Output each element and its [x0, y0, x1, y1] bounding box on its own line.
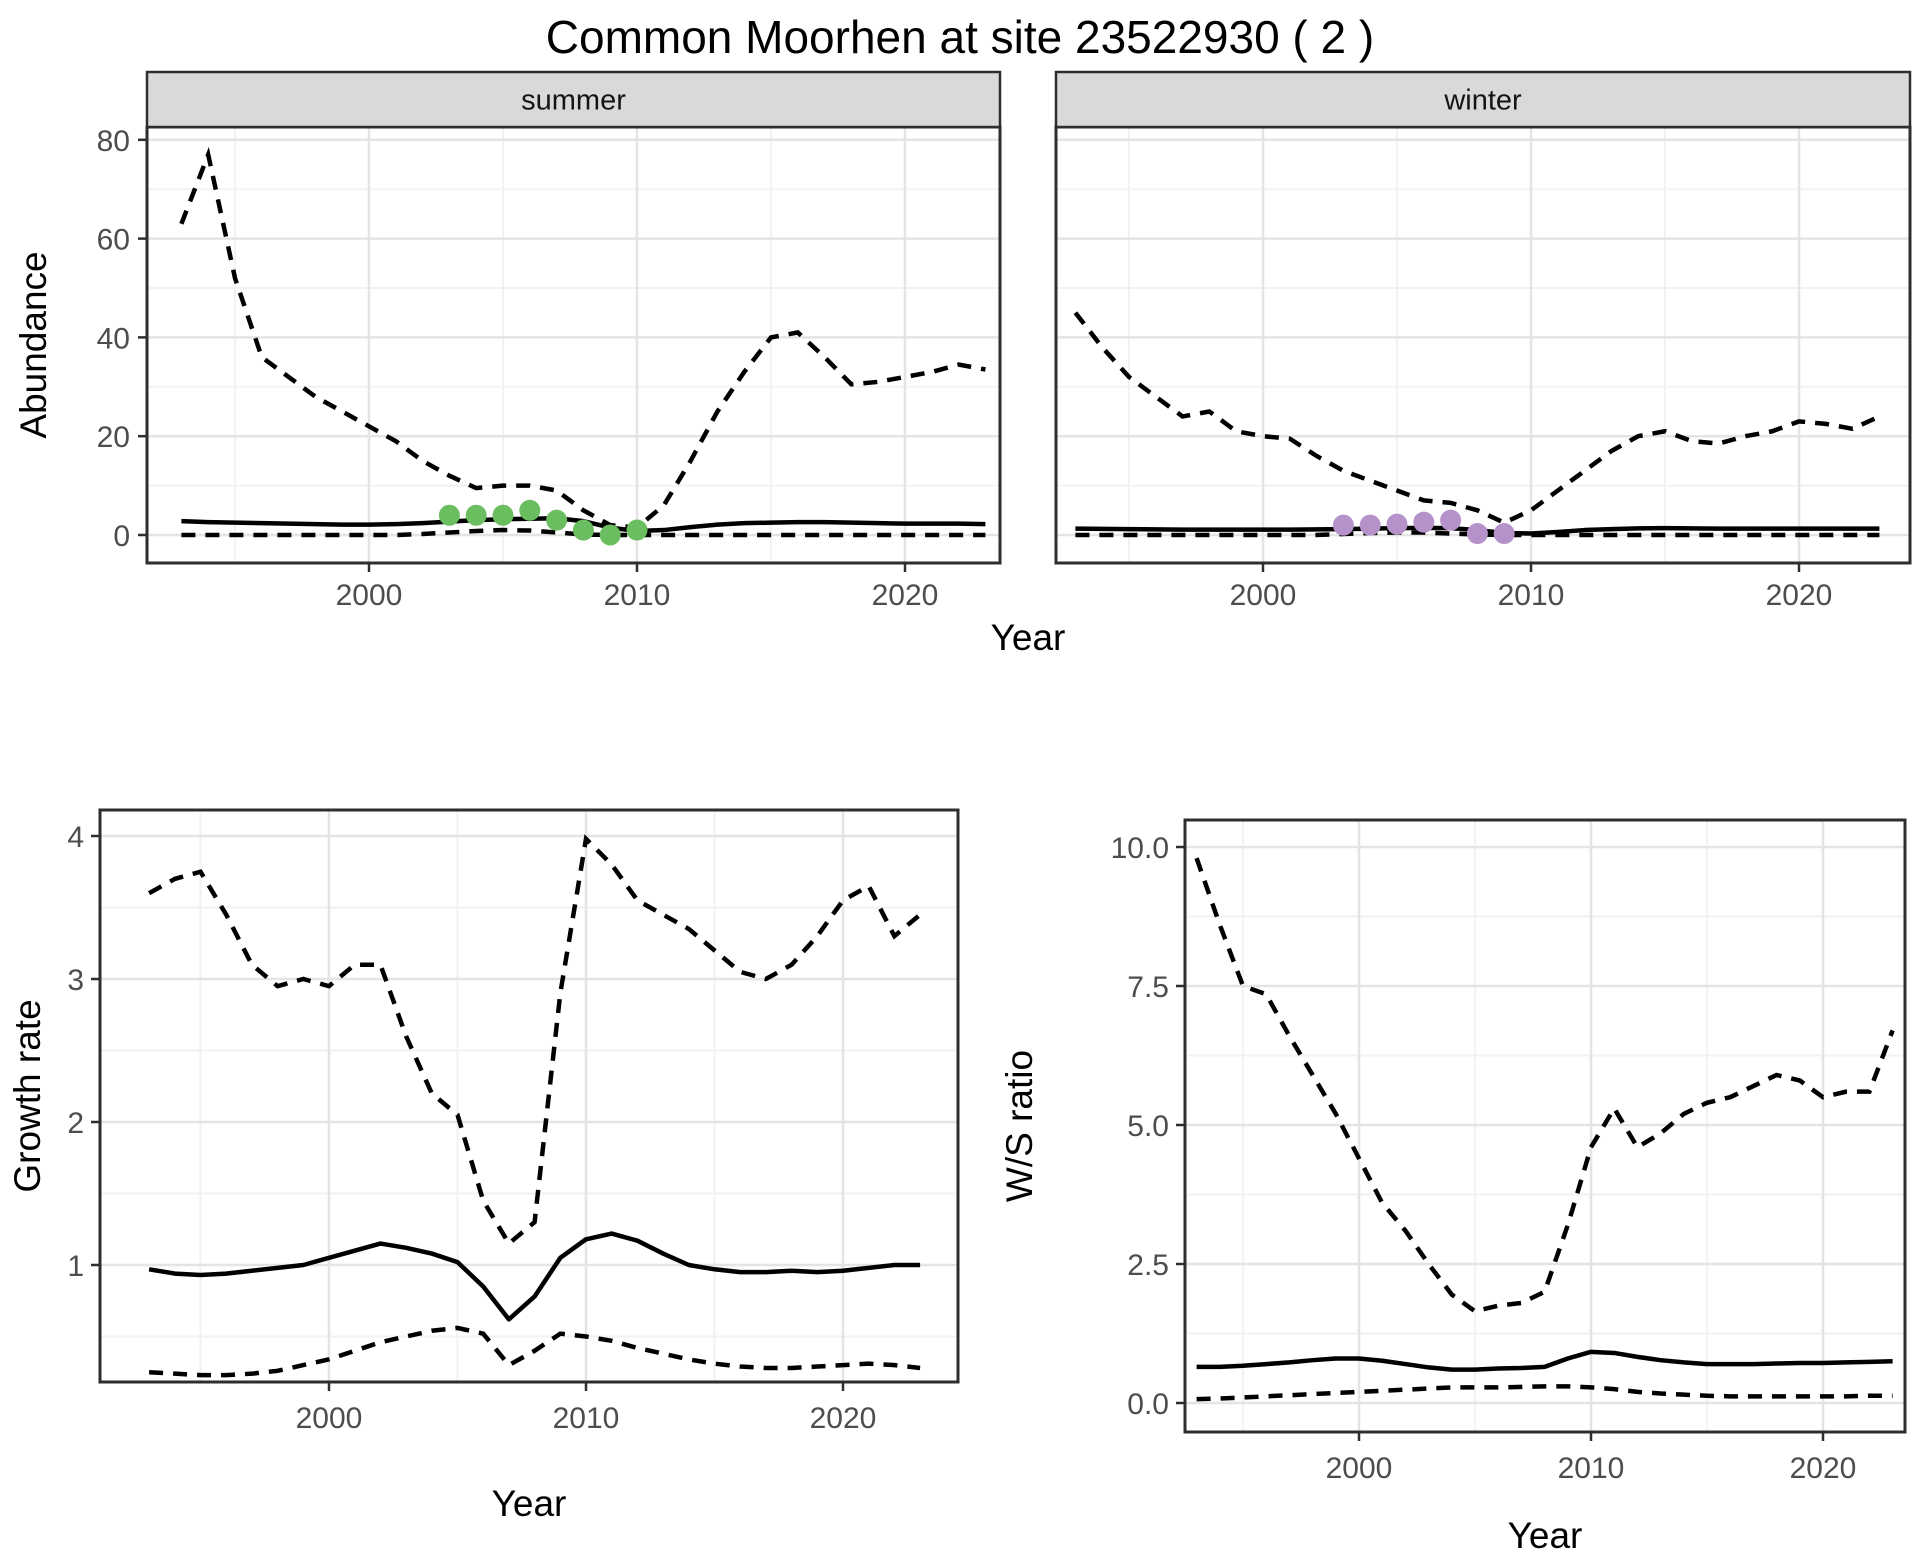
- x-tick-label: 2000: [336, 579, 403, 612]
- upper-95ci-line: [1194, 857, 1895, 1314]
- observed-data-point: [1413, 511, 1435, 533]
- facet-strip-label: winter: [1443, 85, 1522, 117]
- observed-data-point: [438, 504, 460, 526]
- year-axis-title-bottom-right: Year: [1508, 1515, 1583, 1556]
- observed-data-point: [599, 524, 621, 546]
- panel-border: [145, 125, 1002, 565]
- x-tick-label: 2010: [553, 1402, 620, 1435]
- upper-95ci-line: [179, 146, 986, 530]
- facet-strip-label: summer: [521, 85, 626, 117]
- panel-border: [98, 808, 960, 1384]
- x-tick-label: 2010: [1558, 1452, 1625, 1485]
- lower-95ci-line: [148, 1325, 921, 1378]
- year-axis-title-bottom-left: Year: [492, 1483, 567, 1524]
- observed-data-point: [1332, 514, 1354, 536]
- lower-95ci-line: [181, 527, 986, 538]
- upper-95ci-line: [1073, 311, 1881, 526]
- year-axis-title-top: Year: [991, 617, 1066, 658]
- y-tick-label: 60: [97, 224, 130, 257]
- observed-data-point: [1466, 523, 1488, 545]
- x-tick-label: 2020: [872, 579, 939, 612]
- lower-95ci-line: [1075, 530, 1880, 538]
- lower-95ci-line: [1196, 1384, 1893, 1402]
- x-tick-label: 2000: [1326, 1452, 1393, 1485]
- observed-data-point: [465, 504, 487, 526]
- y-tick-label: 80: [97, 125, 130, 158]
- observed-data-point: [492, 504, 514, 526]
- y-tick-label: 40: [97, 322, 130, 355]
- y-tick-label: 20: [97, 421, 130, 454]
- ws-ratio-axis-title: W/S ratio: [999, 1050, 1040, 1202]
- x-tick-label: 2020: [810, 1402, 877, 1435]
- y-tick-label: 4: [67, 821, 84, 854]
- chart-title: Common Moorhen at site 23522930 ( 2 ): [545, 11, 1375, 63]
- observed-data-point: [1359, 514, 1381, 536]
- ws-ratio-panel: 2000 2010 2020 0.0 2.5 5.0 7.5 10.0: [1111, 818, 1907, 1485]
- y-tick-label: 0: [113, 520, 130, 553]
- observed-data-point: [546, 509, 568, 531]
- summer-abundance-panel: summer 2000 2010 2020 0 20 40 60 80: [97, 70, 1002, 612]
- y-tick-label: 3: [67, 964, 84, 997]
- facet-strip: [145, 70, 1002, 129]
- y-tick-label: 2.5: [1127, 1249, 1169, 1282]
- y-tick-label: 10.0: [1111, 832, 1169, 865]
- observed-data-point: [1386, 513, 1408, 535]
- observed-data-point: [626, 519, 648, 541]
- observed-data-point: [572, 519, 594, 541]
- median-line: [1196, 1349, 1893, 1372]
- x-tick-label: 2000: [1230, 579, 1297, 612]
- winter-abundance-panel: winter 2000 2010 2020: [1054, 70, 1912, 612]
- facet-strip: [1054, 70, 1912, 129]
- x-tick-label: 2020: [1790, 1452, 1857, 1485]
- observed-data-point: [1440, 509, 1462, 531]
- panel-border: [1054, 125, 1912, 565]
- x-tick-label: 2020: [1766, 579, 1833, 612]
- upper-95ci-line: [148, 834, 922, 1247]
- growth-rate-axis-title: Growth rate: [7, 999, 48, 1192]
- y-tick-label: 5.0: [1127, 1110, 1169, 1143]
- x-tick-label: 2010: [604, 579, 671, 612]
- growth-rate-panel: 2000 2010 2020 1 2 3 4: [67, 808, 960, 1435]
- y-tick-label: 2: [67, 1107, 84, 1140]
- x-tick-label: 2000: [296, 1402, 363, 1435]
- observed-data-point: [1493, 523, 1515, 545]
- x-tick-label: 2010: [1498, 579, 1565, 612]
- y-tick-label: 1: [67, 1250, 84, 1283]
- y-tick-label: 0.0: [1127, 1388, 1169, 1421]
- observed-data-point: [519, 499, 541, 521]
- median-line: [148, 1231, 921, 1322]
- y-tick-label: 7.5: [1127, 971, 1169, 1004]
- abundance-axis-title: Abundance: [13, 251, 54, 438]
